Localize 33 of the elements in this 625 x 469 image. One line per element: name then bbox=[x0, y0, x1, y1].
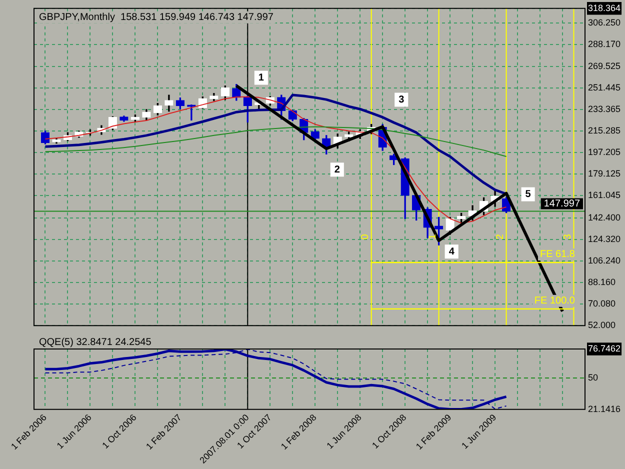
y-tick-label: 76.7462 bbox=[588, 343, 621, 354]
y-tick-label: 124.320 bbox=[588, 234, 621, 244]
annotation: 5 bbox=[525, 189, 532, 200]
y-tick-label: 251.445 bbox=[588, 82, 621, 93]
y-tick-label: 306.250 bbox=[588, 17, 621, 28]
y-tick-label: 318.364 bbox=[588, 2, 621, 13]
y-tick-label: 179.125 bbox=[588, 168, 621, 179]
series-label: FE 100.0 bbox=[534, 296, 576, 307]
ref-line-label: 3 bbox=[562, 234, 574, 240]
chart-title: QQE(5) 32.8471 24.2545 bbox=[39, 336, 152, 348]
annotation: 4 bbox=[448, 246, 455, 258]
ref-line-label: 0 bbox=[360, 234, 372, 240]
annotation: 3 bbox=[398, 94, 405, 106]
ref-line-label: 147.997 bbox=[544, 198, 580, 210]
y-tick-label: 161.045 bbox=[588, 190, 621, 200]
y-tick-label: 233.365 bbox=[588, 104, 621, 114]
y-tick-label: 269.525 bbox=[588, 61, 621, 72]
y-tick-label: 88.160 bbox=[588, 277, 616, 288]
y-tick-label: 197.205 bbox=[588, 147, 621, 158]
y-tick-label: 70.080 bbox=[588, 298, 616, 309]
y-tick-label: 288.170 bbox=[588, 38, 621, 49]
chart-title: GBPJPY,Monthly 158.531 159.949 146.743 147.997 bbox=[39, 12, 274, 24]
y-tick-label: 21.1416 bbox=[588, 404, 621, 414]
y-tick-label: 50 bbox=[588, 372, 598, 383]
ref-line-label: 2 bbox=[495, 234, 506, 240]
y-tick-label: 52.000 bbox=[588, 320, 616, 330]
ref-line-label: 1 bbox=[428, 234, 439, 240]
y-tick-label: 106.240 bbox=[588, 255, 621, 266]
y-tick-label: 215.285 bbox=[588, 126, 621, 136]
series-label: FE 61.8 bbox=[540, 249, 576, 260]
annotation: 2 bbox=[334, 164, 340, 176]
y-tick-label: 142.400 bbox=[588, 212, 621, 222]
annotation: 1 bbox=[258, 72, 264, 84]
